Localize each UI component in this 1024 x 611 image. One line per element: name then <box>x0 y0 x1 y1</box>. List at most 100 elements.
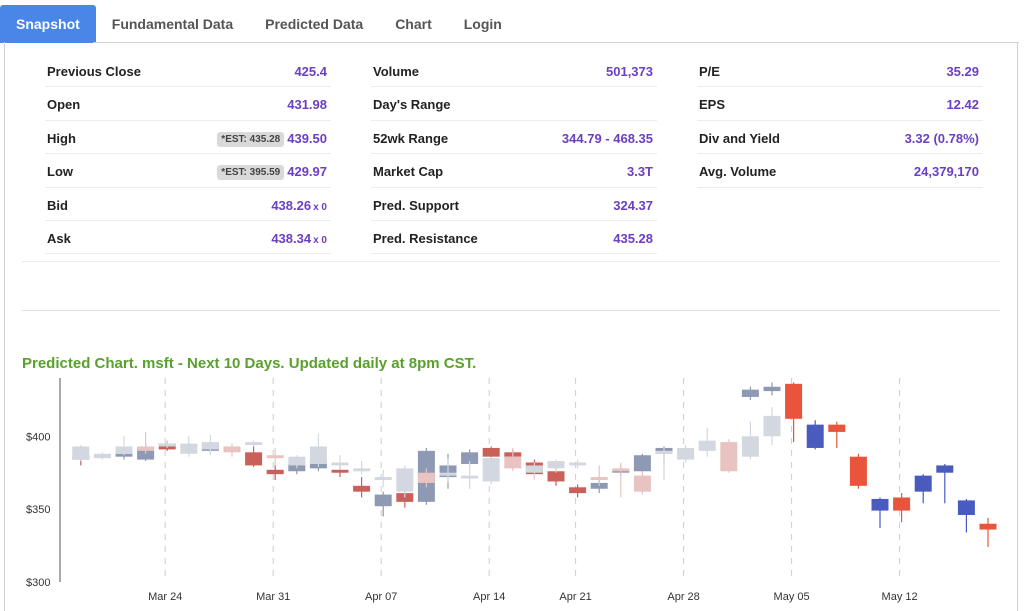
stat-row-day-s-range: Day's Range <box>371 87 657 121</box>
stat-value: 12.42 <box>946 97 979 112</box>
stat-value: *EST: 395.59 429.97 <box>217 164 327 181</box>
stat-row-div-and-yield: Div and Yield 3.32 (0.78%) <box>697 121 983 155</box>
tab-login[interactable]: Login <box>463 16 502 32</box>
stat-label: Pred. Resistance <box>373 230 478 246</box>
stat-label: Previous Close <box>47 64 141 79</box>
candle-body <box>158 443 176 447</box>
predicted-candlestick-chart: Mar 24 Mar 31 Apr 07 Apr 14 Apr 21 Apr 28 May … <box>26 378 997 603</box>
candle-body <box>547 471 565 482</box>
stat-value: 24,379,170 <box>914 164 979 179</box>
candle-body <box>806 424 824 448</box>
x-tick-label: Apr 28 <box>667 591 699 603</box>
stat-number: 324.37 <box>613 197 653 213</box>
candle-body <box>893 497 911 511</box>
stat-label: Open <box>47 97 81 113</box>
size-suffix: x 0 <box>313 234 327 246</box>
candle-body <box>569 462 587 466</box>
candle-body <box>309 446 327 464</box>
candle-body <box>677 447 695 460</box>
stat-value: 438.26 x 0 <box>271 198 327 213</box>
candle-body <box>439 472 457 476</box>
estimate-badge: *EST: 395.59 <box>217 165 285 181</box>
candle-body <box>612 468 630 472</box>
stats-column-1: Previous Close 425.4 Open 431.98 High *EST: 4… <box>45 54 331 255</box>
candle-body <box>461 475 479 479</box>
tab-bar: Snapshot Fundamental Data Predicted Data Ch… <box>0 5 1024 43</box>
candle-body <box>655 450 673 454</box>
stat-value: 3.3T <box>627 164 653 179</box>
tab-divider <box>93 42 1019 43</box>
candle-body <box>698 440 716 451</box>
stat-row-p-e: P/E 35.29 <box>697 54 983 88</box>
candle-body <box>266 469 284 475</box>
candle-body <box>245 442 263 446</box>
candle-body <box>504 456 522 469</box>
stat-number: 35.29 <box>946 64 979 79</box>
candle-body <box>115 453 133 457</box>
stat-number: 3.32 (0.78%) <box>904 130 979 146</box>
stat-number: 3.3T <box>626 164 653 180</box>
tab-fundamental-data[interactable]: Fundamental Data <box>111 16 234 32</box>
stat-number: 425.4 <box>294 64 327 79</box>
stat-label: 52wk Range <box>373 130 449 146</box>
candle-body <box>957 500 975 515</box>
tab-chart[interactable]: Chart <box>395 16 432 32</box>
stat-row-pred-support: Pred. Support 324.37 <box>371 188 657 221</box>
stat-row-ask: Ask 438.34 x 0 <box>45 221 331 255</box>
stat-label: Day's Range <box>373 97 451 113</box>
stat-row-market-cap: Market Cap 3.3T <box>371 154 657 188</box>
candle-body <box>374 477 392 480</box>
stat-row-previous-close: Previous Close 425.4 <box>45 54 331 88</box>
candle-body <box>871 498 889 511</box>
candle-body <box>590 477 608 480</box>
stat-label: Avg. Volume <box>699 164 777 180</box>
x-tick-label: Apr 07 <box>365 591 397 603</box>
candle-body <box>266 455 284 459</box>
candle-body <box>741 436 759 457</box>
stat-value: 344.79 - 468.35 <box>562 131 653 146</box>
stats-divider <box>22 261 1000 262</box>
candle-body <box>633 475 651 492</box>
candle-body <box>223 446 241 453</box>
stat-row-pred-resistance: Pred. Resistance 435.28 <box>371 221 657 255</box>
candle-body <box>331 469 349 473</box>
stat-label: Low <box>47 164 73 180</box>
stat-label: Pred. Support <box>373 197 459 213</box>
x-tick-label: Mar 24 <box>148 591 182 603</box>
candle-body <box>763 386 781 392</box>
candle-body <box>936 465 954 473</box>
candle-body <box>72 446 90 460</box>
candle-body <box>741 389 759 397</box>
stat-number: 435.28 <box>613 230 653 246</box>
candle-body <box>353 468 371 472</box>
candle-body <box>914 475 932 492</box>
stat-number: 24,379,170 <box>913 164 979 180</box>
candle-body <box>245 452 263 466</box>
candle-body <box>331 462 349 466</box>
candle-body <box>93 453 111 459</box>
stat-label: Market Cap <box>373 164 444 180</box>
stat-number: 438.26 <box>271 197 312 213</box>
candle-body <box>720 442 738 472</box>
stats-column-3: P/E 35.29 EPS 12.42 Div and Yield 3.32 (0.78%… <box>697 54 983 188</box>
snapshot-panel <box>4 42 1018 611</box>
stat-label: EPS <box>699 97 726 113</box>
candle-body <box>201 442 219 450</box>
stat-value: 435.28 <box>613 231 653 246</box>
stat-label: High <box>47 130 76 146</box>
x-tick-label: Mar 31 <box>256 591 290 603</box>
stat-number: 438.34 <box>271 230 312 246</box>
stat-row-low: Low *EST: 395.59 429.97 <box>45 154 331 188</box>
stat-row-avg-volume: Avg. Volume 24,379,170 <box>697 154 983 188</box>
predicted-chart-title: Predicted Chart. msft - Next 10 Days. Up… <box>22 355 477 372</box>
tab-snapshot[interactable]: Snapshot <box>0 5 96 43</box>
candle-body <box>482 458 500 482</box>
stat-number: 12.42 <box>946 97 979 113</box>
candle-body <box>785 383 803 419</box>
tab-predicted-data[interactable]: Predicted Data <box>265 16 364 32</box>
candle-body <box>633 455 651 472</box>
stat-row-bid: Bid 438.26 x 0 <box>45 188 331 221</box>
stat-value: 35.29 <box>946 64 979 79</box>
stat-value: 3.32 (0.78%) <box>905 131 979 146</box>
stat-value: 438.34 x 0 <box>271 231 327 246</box>
